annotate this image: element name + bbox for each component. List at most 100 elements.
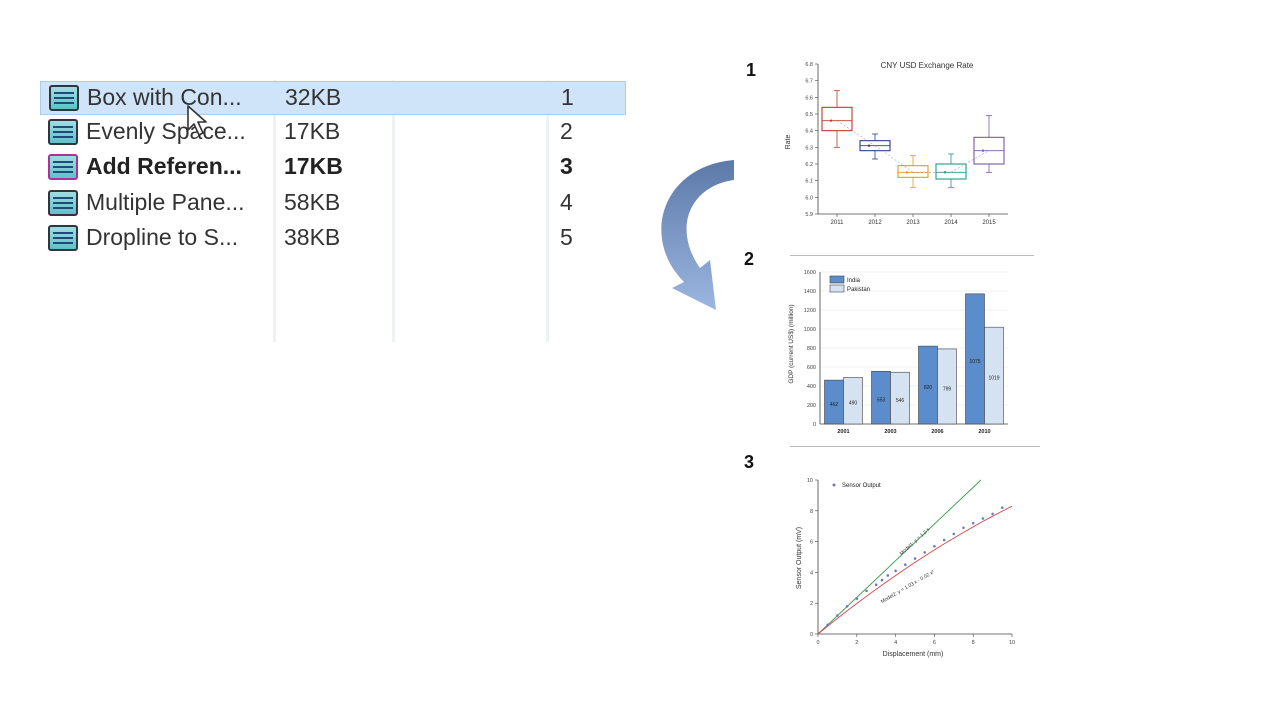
y-axis-label: GDP (current US$) (million) [788, 304, 795, 383]
y-tick-label: 5.9 [805, 212, 813, 218]
file-row[interactable]: Dropline to S... 38KB 5 [40, 222, 626, 256]
file-name: Multiple Pane... [86, 189, 245, 215]
bar-data-label: 546 [896, 398, 905, 404]
bar-data-label: 1019 [988, 376, 999, 382]
y-tick-label: 6.8 [805, 62, 813, 68]
file-list-panel: Box with Con... 32KB 1 Evenly Space... 1… [40, 80, 626, 342]
y-tick-label: 10 [807, 478, 813, 484]
y-tick-label: 1200 [804, 308, 816, 314]
data-point [952, 532, 956, 536]
file-row[interactable]: Box with Con... 32KB 1 [40, 81, 626, 115]
bar [937, 348, 957, 425]
data-point [845, 604, 849, 608]
file-number: 5 [560, 224, 573, 250]
divider [790, 446, 1040, 447]
y-tick-label: 4 [810, 570, 813, 576]
chart-number: 1 [746, 60, 757, 80]
bar-data-label: 490 [849, 401, 858, 407]
y-tick-label: 800 [807, 346, 816, 352]
file-size: 17KB [284, 118, 341, 144]
y-tick-label: 6.3 [805, 145, 813, 151]
x-tick-label: 2001 [837, 429, 849, 435]
box [821, 106, 853, 132]
gdp-bar-chart: GDP (current US$) (million) 0 200 400 600 80… [788, 270, 1008, 435]
x-tick-label: 2003 [884, 429, 896, 435]
y-tick-label: 0 [810, 632, 813, 638]
y-axis-label: Rate [785, 135, 792, 150]
legend-marker [832, 483, 836, 487]
data-point [991, 512, 994, 516]
graph-file-icon [48, 119, 78, 145]
data-point [874, 583, 878, 587]
data-point [923, 551, 926, 554]
legend-label: Sensor Output [842, 483, 881, 489]
file-name: Evenly Space... [86, 118, 246, 144]
column-separator [273, 80, 276, 342]
x-tick-label: 8 [972, 640, 975, 646]
file-number: 2 [560, 118, 573, 144]
column-separator [392, 80, 395, 342]
box-mean-point [867, 144, 871, 147]
x-tick-label: 2006 [931, 429, 943, 435]
file-row[interactable]: Add Referen... 17KB 3 [40, 151, 626, 185]
model-label: Model1: y = 1.2 x [899, 527, 932, 557]
file-row[interactable]: Multiple Pane... 58KB 4 [40, 187, 626, 221]
data-point [904, 563, 907, 566]
x-tick-label: 2014 [944, 220, 958, 226]
legend-swatch [829, 275, 845, 284]
y-tick-label: 0 [813, 422, 816, 428]
data-point [981, 517, 985, 520]
file-number: 1 [561, 84, 574, 110]
file-name: Add Referen... [86, 153, 242, 179]
y-tick-label: 6.2 [805, 162, 813, 168]
x-tick-label: 2010 [978, 429, 990, 435]
bar-data-label: 1075 [969, 359, 980, 365]
x-tick-label: 4 [894, 640, 897, 646]
bar [843, 377, 863, 425]
legend-label: Pakistan [847, 287, 870, 293]
y-tick-label: 600 [807, 365, 816, 371]
data-point [836, 614, 839, 617]
chart-number: 2 [744, 249, 755, 269]
x-tick-label: 0 [816, 640, 819, 646]
y-tick-label: 2 [810, 601, 813, 607]
x-tick-label: 2013 [906, 220, 920, 226]
bar-data-label: 553 [877, 398, 886, 404]
x-tick-label: 10 [1009, 640, 1015, 646]
file-number: 3 [560, 153, 573, 179]
data-point [826, 623, 829, 627]
file-size: 38KB [284, 224, 341, 250]
mouse-cursor-icon [187, 105, 207, 136]
file-size: 32KB [285, 84, 342, 110]
file-number: 4 [560, 189, 573, 215]
y-tick-label: 1600 [804, 270, 816, 276]
box-mean-point [905, 171, 909, 174]
exchange-rate-box-chart: CNY USD Exchange Rate Rate 5.9 6.0 6.1 6.2 6… [785, 61, 1008, 226]
data-point [865, 589, 868, 593]
file-row[interactable]: Evenly Space... 17KB 2 [40, 116, 626, 150]
data-point [894, 569, 897, 573]
model-curve [817, 505, 1013, 635]
legend-label: India [847, 278, 861, 284]
file-name: Box with Con... [87, 84, 242, 110]
box-mean-point [829, 119, 833, 122]
y-tick-label: 6 [810, 540, 813, 546]
graph-file-icon [48, 154, 78, 180]
y-tick-label: 1000 [804, 327, 816, 333]
file-name: Dropline to S... [86, 224, 239, 250]
median-connector [950, 150, 990, 173]
y-tick-label: 6.7 [805, 79, 813, 85]
x-axis-label: Displacement (mm) [883, 651, 944, 658]
x-tick-label: 2011 [831, 220, 845, 226]
data-point [942, 538, 946, 542]
y-axis-label: Sensor Output (mV) [796, 527, 803, 589]
x-tick-label: 2015 [982, 220, 996, 226]
divider [790, 255, 1034, 256]
data-point [855, 597, 859, 600]
x-tick-label: 2012 [868, 220, 882, 226]
file-size: 58KB [284, 189, 341, 215]
bar [984, 326, 1004, 425]
y-tick-label: 200 [807, 403, 816, 409]
y-tick-label: 6.1 [805, 179, 813, 185]
bar [890, 371, 910, 425]
